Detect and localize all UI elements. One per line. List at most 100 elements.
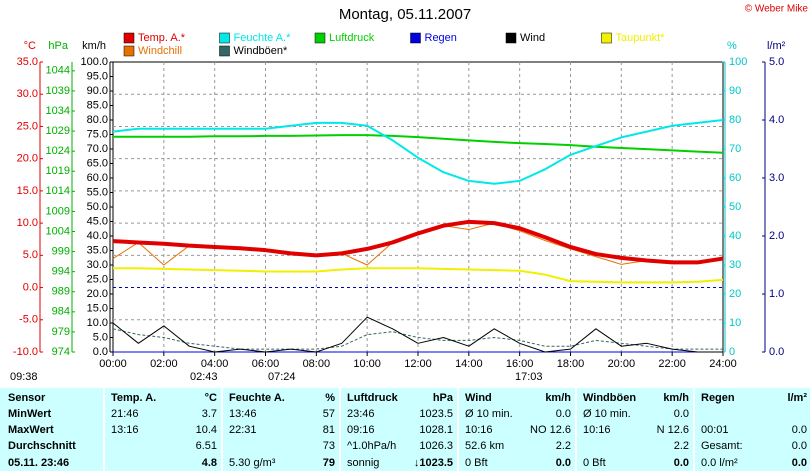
table-cell: km/h [545,392,571,404]
table-row: 05.11. 23:46 4.8 5.30 g/m³ 79 sonnig ↓1023.5 0… [0,455,810,471]
table-cell: 13:16 [111,424,139,436]
chart: Montag, 05.11.2007 © Weber Mike 00:00 02:… [13,4,809,370]
y-tick-label: 1.0 [769,288,784,300]
legend-label: Windchill [138,45,182,57]
legend-swatch [123,32,135,44]
y-tick-label: 95.0 [87,70,108,82]
axis-unit: °C [24,40,36,52]
y-tick-label: 15.0 [87,302,108,314]
table-row: MinWert 21:46 3.7 13:46 57 23:46 1023.5 Ø 10 mi… [0,406,810,422]
y-tick-label: 3.0 [769,172,784,184]
table-cell: 0 Bft [583,457,606,469]
axis-unit: hPa [48,40,68,52]
y-tick-label: 15.0 [17,185,38,197]
table-cell: Ø 10 min. [465,408,513,420]
y-tick-label: 20.0 [17,153,38,165]
table-cell: sonnig [347,457,380,469]
chart-title: Montag, 05.11.2007 [339,6,471,23]
table-cell: MinWert [8,408,52,420]
y-tick-label: 30.0 [17,88,38,100]
legend-label: Feuchte A.* [234,32,292,44]
series-line [113,134,724,154]
y-tick-label: 100.0 [80,56,108,68]
table-cell: 1026.3 [419,440,453,452]
y-tick-label: 989 [52,286,70,298]
table-cell: 4.8 [201,457,217,469]
y-tick-label: 20 [729,288,741,300]
y-tick-label: 30.0 [87,259,108,271]
y-tick-label: 4.0 [769,114,784,126]
table-cell: 10.4 [195,424,217,436]
time-marker: 07:24 [268,371,296,383]
table-cell: 22:31 [229,424,257,436]
table-cell: Wind [465,392,492,404]
legend-swatch [314,32,326,44]
axis-unit: % [727,40,737,52]
series-line [112,328,723,350]
y-tick-label: 5.0 [769,56,784,68]
credit: © Weber Mike [745,4,809,15]
column-separator [339,388,341,471]
y-tick-label: 50.0 [87,201,108,213]
table-cell: 09:16 [347,424,375,436]
x-tick-label: 24:00 [709,358,737,370]
header-row: Sensor Temp. A. °C Feuchte A.% Luftdruck hPa W… [0,390,810,406]
y-tick-label: 100 [729,56,747,68]
table-cell: 79 [322,457,335,469]
table-cell: ^1.0hPa/h [347,440,397,452]
time-marker: 17:03 [515,371,543,383]
y-tick-label: 70 [729,143,741,155]
y-tick-label: 30 [729,259,741,271]
table-cell: Regen [701,392,735,404]
legend-swatch [219,45,230,57]
table-cell: 3.7 [201,408,217,420]
x-tick-label: 04:00 [201,358,229,370]
table-cell: l/m² [787,392,807,404]
x-tick-label: 10:00 [353,358,381,370]
table-cell: 0.0 [555,408,571,420]
y-tick-label: 1019 [46,165,70,177]
legend-label: Taupunkt* [616,32,666,44]
y-tick-label: 90 [729,85,741,97]
y-tick-label: 1014 [46,185,70,197]
legend-swatch [123,45,135,57]
legend-label: Windböen* [234,45,289,57]
table-cell: 0.0 [791,440,807,452]
x-tick-label: 14:00 [455,358,483,370]
y-tick-label: 5.0 [93,331,108,343]
series-line [113,267,724,284]
table-cell: Luftdruck [347,392,398,404]
table-cell: 1028.1 [419,424,453,436]
series-line [112,119,724,185]
column-separator [693,388,695,471]
table-cell: 5.30 g/m³ [229,457,276,469]
y-tick-label: 1044 [46,65,70,77]
legend-label: Temp. A.* [138,32,186,44]
x-tick-label: 20:00 [608,358,636,370]
y-tick-label: 40 [729,230,741,242]
y-tick-label: 50 [729,201,741,213]
x-tick-label: 22:00 [658,358,686,370]
time-marker: 02:43 [190,371,218,383]
table-cell: N 12.6 [656,424,689,436]
legend-swatch [601,32,612,44]
legend-swatch [410,32,421,44]
y-tick-label: -5.0 [19,314,38,326]
table-cell: 73 [322,440,335,452]
y-tick-label: 10.0 [17,217,38,229]
y-tick-label: 40.0 [87,230,108,242]
axis-unit: km/h [82,40,106,52]
y-tick-label: 979 [52,326,70,338]
y-tick-label: 75.0 [87,128,108,140]
table-cell: Ø 10 min. [583,408,631,420]
y-tick-label: 60.0 [87,172,108,184]
table-cell: 00:01 [701,424,729,436]
legend-label: Wind [520,32,545,44]
table-cell: 1023.5 [419,408,453,420]
table-cell: Feuchte A. [229,392,285,404]
table-cell: 0.0 [791,457,807,469]
y-tick-label: 85.0 [87,99,108,111]
y-tick-label: 25.0 [17,120,38,132]
table-cell: 0.0 l/m² [701,457,738,469]
y-tick-label: 1029 [46,125,70,137]
